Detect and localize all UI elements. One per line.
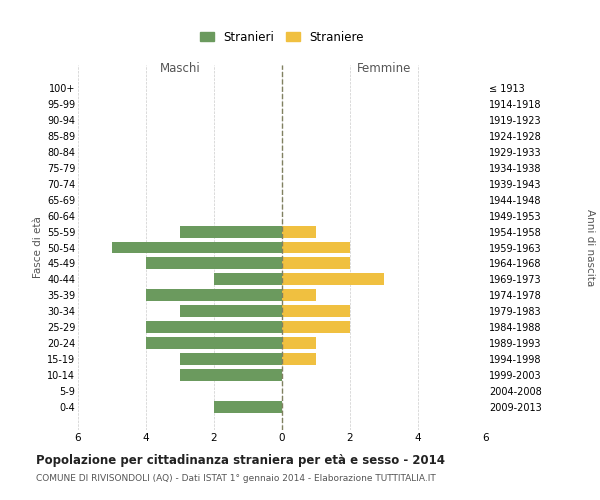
Bar: [282, 242, 350, 254]
Bar: [282, 338, 316, 349]
Text: Maschi: Maschi: [160, 62, 200, 75]
Text: Femmine: Femmine: [357, 62, 411, 75]
Bar: [146, 258, 282, 270]
Bar: [282, 322, 350, 334]
Text: COMUNE DI RIVISONDOLI (AQ) - Dati ISTAT 1° gennaio 2014 - Elaborazione TUTTITALI: COMUNE DI RIVISONDOLI (AQ) - Dati ISTAT …: [36, 474, 436, 483]
Bar: [180, 306, 282, 318]
Bar: [214, 402, 282, 413]
Y-axis label: Fasce di età: Fasce di età: [32, 216, 43, 278]
Bar: [282, 274, 384, 285]
Bar: [282, 290, 316, 302]
Bar: [146, 322, 282, 334]
Bar: [180, 370, 282, 382]
Y-axis label: Anni di nascita: Anni di nascita: [585, 209, 595, 286]
Text: Popolazione per cittadinanza straniera per età e sesso - 2014: Popolazione per cittadinanza straniera p…: [36, 454, 445, 467]
Bar: [112, 242, 282, 254]
Bar: [282, 306, 350, 318]
Legend: Stranieri, Straniere: Stranieri, Straniere: [196, 27, 368, 47]
Bar: [180, 226, 282, 237]
Bar: [146, 290, 282, 302]
Bar: [282, 354, 316, 366]
Bar: [282, 258, 350, 270]
Bar: [146, 338, 282, 349]
Bar: [282, 226, 316, 237]
Bar: [180, 354, 282, 366]
Bar: [214, 274, 282, 285]
